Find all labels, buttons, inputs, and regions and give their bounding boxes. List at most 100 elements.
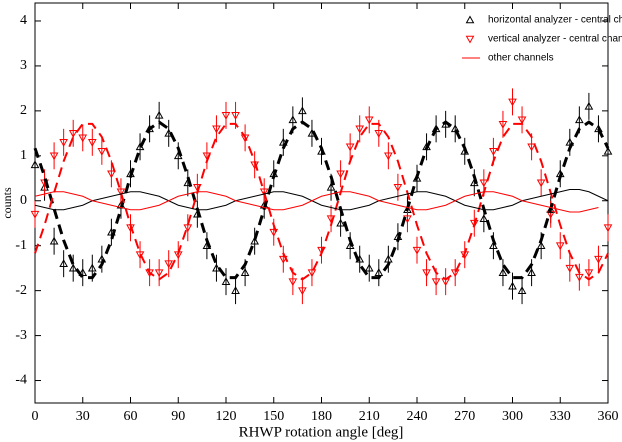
data-point [479, 179, 489, 188]
data-point [364, 263, 374, 272]
data-point [489, 241, 498, 249]
x-tick-label: 30 [76, 409, 90, 424]
data-point [412, 246, 422, 255]
x-tick-label: 240 [407, 409, 428, 424]
x-axis-label: RHWP rotation angle [deg] [239, 424, 404, 440]
data-point [164, 260, 174, 269]
data-point [49, 236, 59, 245]
data-point [508, 281, 517, 290]
x-tick-label: 120 [216, 409, 237, 424]
data-point [240, 268, 250, 276]
data-point [269, 228, 279, 237]
data-point [565, 264, 575, 273]
data-point [517, 286, 527, 294]
legend-label: vertical analyzer - central channel [488, 34, 622, 45]
y-axis-label: counts [0, 187, 14, 219]
data-point [431, 278, 441, 287]
data-point [288, 278, 298, 287]
data-point [259, 188, 269, 197]
data-point [498, 121, 508, 129]
y-tick-label: -3 [15, 328, 27, 343]
data-point [355, 125, 365, 134]
data-point [212, 125, 221, 134]
data-point [278, 255, 288, 264]
data-point [364, 116, 374, 125]
x-tick-label: 270 [454, 409, 475, 424]
data-point [212, 263, 221, 272]
x-tick-label: 150 [263, 409, 284, 424]
data-point [536, 179, 546, 188]
x-tick-label: 90 [171, 409, 185, 424]
data-point [116, 188, 126, 197]
data-point [517, 116, 527, 125]
data-point [78, 134, 88, 143]
data-point [575, 273, 584, 282]
data-point [594, 255, 603, 264]
data-point [298, 106, 307, 115]
data-point [498, 268, 508, 276]
data-point [288, 115, 298, 124]
data-point [345, 143, 355, 152]
legend-label: other channels [488, 53, 554, 64]
data-point [603, 146, 613, 155]
data-point [221, 277, 231, 285]
y-tick-label: 1 [20, 148, 27, 163]
x-tick-label: 60 [124, 409, 138, 424]
data-point [59, 139, 68, 147]
data-point [508, 98, 517, 107]
data-point [154, 110, 164, 119]
data-point [68, 130, 78, 138]
data-point [231, 286, 240, 294]
data-point [336, 218, 345, 227]
data-point [87, 139, 97, 147]
data-point [527, 143, 536, 152]
data-point [298, 287, 307, 296]
data-point [87, 263, 97, 272]
data-point [422, 269, 431, 278]
data-point [30, 210, 40, 219]
other-channel-line [34, 189, 609, 211]
data-point [183, 224, 193, 233]
y-tick-label: -1 [15, 238, 27, 253]
y-tick-label: 3 [20, 58, 27, 73]
data-point [527, 268, 536, 276]
data-point [107, 170, 116, 179]
data-point [374, 130, 384, 138]
x-tick-label: 180 [311, 409, 332, 424]
x-tick-label: 360 [598, 409, 619, 424]
data-point [49, 152, 59, 161]
x-tick-label: 210 [359, 409, 380, 424]
data-point [326, 182, 336, 191]
data-point [575, 115, 584, 124]
data-point [68, 263, 78, 272]
data-point [489, 148, 498, 156]
x-tick-label: 0 [32, 409, 39, 424]
other-channel-line [34, 191, 599, 213]
data-point [584, 269, 594, 278]
data-point [603, 224, 613, 233]
data-point [231, 112, 240, 120]
data-point [336, 170, 345, 179]
data-point [479, 214, 489, 223]
data-point [469, 219, 479, 228]
y-tick-label: 2 [20, 103, 27, 118]
data-point [393, 183, 403, 192]
data-point [250, 236, 259, 245]
data-point [97, 148, 107, 156]
data-point [555, 242, 565, 251]
data-point [221, 112, 231, 120]
y-tick-label: -2 [15, 283, 27, 298]
y-tick-label: 0 [20, 193, 27, 208]
data-point [450, 269, 460, 278]
data-point [536, 241, 546, 249]
data-point [584, 101, 594, 110]
data-point [59, 259, 68, 267]
data-point [307, 269, 317, 278]
data-point [154, 269, 164, 278]
y-tick-label: 4 [20, 13, 27, 28]
y-tick-label: -4 [15, 373, 27, 388]
data-point [240, 134, 250, 143]
legend-marker [465, 15, 475, 24]
